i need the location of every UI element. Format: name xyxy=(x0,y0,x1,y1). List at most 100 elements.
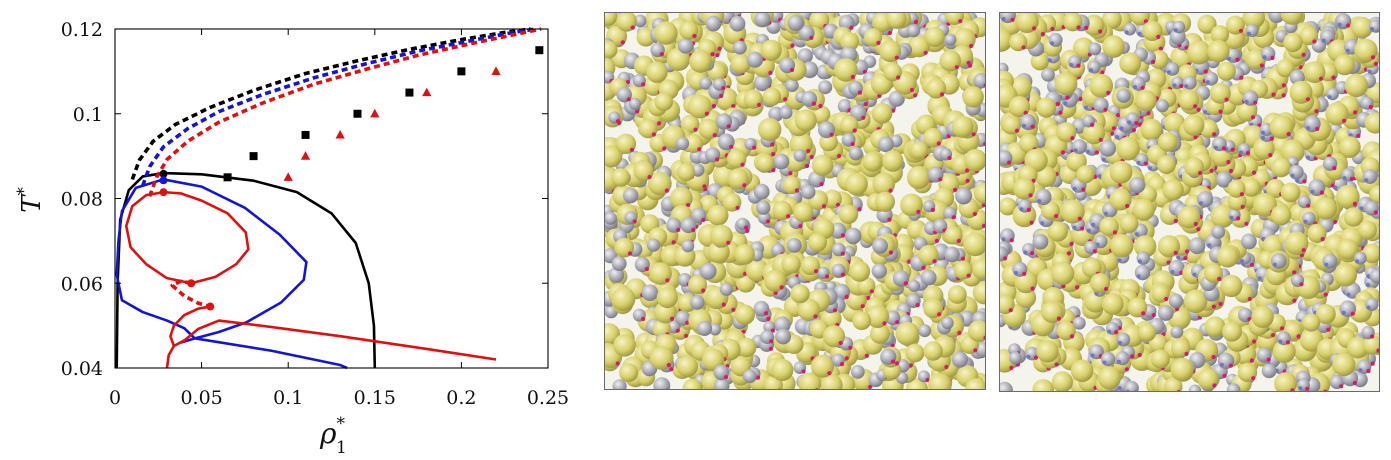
patch-dot xyxy=(938,177,943,182)
blue-patch-dot xyxy=(1176,255,1181,260)
patch-dot xyxy=(1158,46,1164,51)
patch-dot xyxy=(1285,340,1291,345)
blue-patch-dot xyxy=(1102,360,1107,365)
patch-dot xyxy=(1078,96,1083,101)
patch-dot xyxy=(692,33,697,39)
patch-dot xyxy=(850,74,855,80)
gray-particle xyxy=(797,48,813,64)
yellow-particle xyxy=(1347,336,1369,359)
patch-dot xyxy=(913,19,919,25)
gray-particle xyxy=(918,324,932,338)
patch-dot xyxy=(1356,133,1361,138)
gray-particle xyxy=(1362,169,1378,184)
patch-dot xyxy=(1137,352,1142,358)
yellow-particle xyxy=(1187,40,1211,65)
patch-dot xyxy=(1332,166,1337,171)
x-tick-label: 0 xyxy=(109,387,121,409)
x-axis-title-sub: 1 xyxy=(336,438,347,458)
patch-dot xyxy=(1370,361,1375,366)
blue-patch-dot xyxy=(1341,310,1346,315)
patch-dot xyxy=(1060,150,1066,155)
patch-dot xyxy=(721,302,726,307)
patch-dot xyxy=(740,162,745,167)
yellow-particle xyxy=(781,254,801,274)
patch-dot xyxy=(766,219,771,224)
gray-particle xyxy=(699,77,713,90)
patch-dot xyxy=(1249,358,1254,363)
black-square-marker xyxy=(301,130,310,139)
gray-particle xyxy=(729,15,746,32)
patch-dot xyxy=(805,163,810,169)
blue-patch-dot xyxy=(1107,329,1112,334)
yellow-particle xyxy=(1076,165,1095,184)
patch-dot xyxy=(719,93,724,99)
yellow-particle xyxy=(1274,372,1297,391)
y-axis-title-text: T xyxy=(17,194,47,213)
blue-patch-dot xyxy=(1069,63,1074,67)
patch-dot xyxy=(1070,136,1075,141)
patch-dot xyxy=(1193,135,1198,140)
gray-particle xyxy=(754,13,771,28)
patch-dot xyxy=(868,384,873,389)
patch-dot xyxy=(1098,137,1103,142)
patch-dot xyxy=(1301,52,1306,57)
red-dashed-curve xyxy=(170,279,211,309)
blue-patch-dot xyxy=(1348,133,1353,138)
patch-dot xyxy=(1104,286,1109,292)
yellow-particle xyxy=(1015,287,1037,308)
yellow-particle xyxy=(852,311,872,331)
y-tick-label: 0.1 xyxy=(73,104,103,126)
patch-dot xyxy=(809,154,814,160)
yellow-particle xyxy=(1222,321,1242,342)
y-tick-label: 0.08 xyxy=(61,189,103,211)
patch-dot xyxy=(1224,97,1229,102)
patch-dot xyxy=(1366,368,1371,374)
blue-patch-dot xyxy=(1104,211,1108,216)
patch-dot xyxy=(1098,29,1103,34)
yellow-particle xyxy=(1102,35,1125,58)
y-axis-title-sup: * xyxy=(14,187,34,196)
patch-dot xyxy=(1299,282,1304,287)
gray-particle xyxy=(1188,384,1202,391)
yellow-particle xyxy=(1281,139,1305,164)
patch-dot xyxy=(860,304,865,309)
patch-dot xyxy=(1196,227,1201,232)
patch-dot xyxy=(1247,296,1252,302)
yellow-particle xyxy=(1134,235,1157,258)
yellow-particle xyxy=(1343,207,1364,227)
blue-patch-dot xyxy=(1367,69,1372,74)
patch-dot xyxy=(1226,160,1231,165)
x-tick-label: 0.05 xyxy=(180,387,222,409)
patch-dot xyxy=(721,86,726,91)
yellow-particle xyxy=(1109,160,1133,184)
patch-dot xyxy=(1179,84,1184,89)
gray-particle xyxy=(871,263,887,279)
yellow-particle xyxy=(1314,197,1337,220)
patch-dot xyxy=(1106,90,1111,95)
patch-dot xyxy=(1281,93,1286,98)
patch-dot xyxy=(864,353,869,358)
y-tick-label: 0.12 xyxy=(61,19,103,41)
patch-dot xyxy=(1084,25,1089,30)
gray-particle xyxy=(611,256,627,271)
patch-dot xyxy=(832,308,838,313)
patch-dot xyxy=(704,111,709,116)
patch-dot xyxy=(1069,334,1075,339)
patch-dot xyxy=(1184,351,1189,356)
blue-patch-dot xyxy=(1261,130,1265,135)
blue-patch-dot xyxy=(1278,339,1283,344)
patch-dot xyxy=(844,356,849,361)
blue-patch-dot xyxy=(1167,70,1171,75)
patch-dot xyxy=(1236,216,1241,221)
gray-particle xyxy=(753,74,771,92)
patch-dot xyxy=(969,43,974,49)
gray-particle xyxy=(1116,88,1131,103)
patch-dot xyxy=(806,148,811,154)
patch-dot xyxy=(701,217,706,223)
patch-dot xyxy=(1033,355,1039,360)
patch-dot xyxy=(1056,316,1061,321)
patch-dot xyxy=(1212,383,1217,388)
yellow-particle xyxy=(1344,73,1369,98)
yellow-particle xyxy=(947,285,967,304)
patch-dot xyxy=(947,155,952,161)
